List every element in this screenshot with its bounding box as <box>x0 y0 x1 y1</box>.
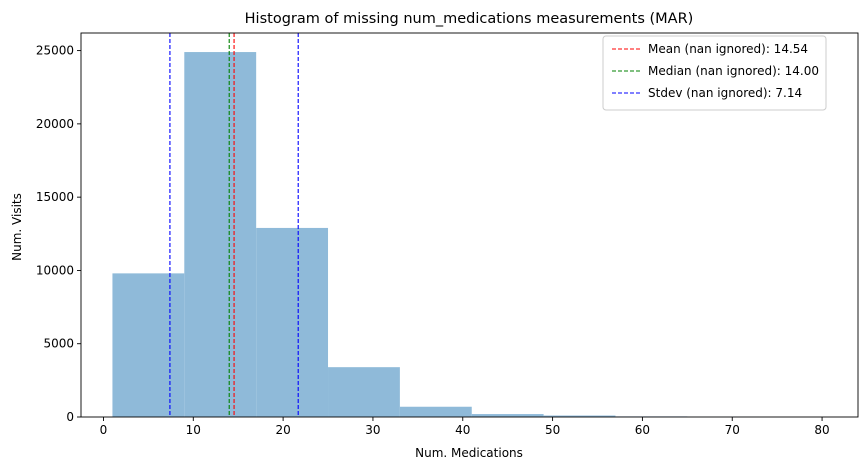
x-axis-ticks: 0 10 20 30 40 50 60 70 80 <box>100 417 830 437</box>
x-axis-label: Num. Medications <box>415 446 523 460</box>
reference-lines <box>169 33 299 417</box>
x-tick-label: 60 <box>635 423 650 437</box>
legend-label: Mean (nan ignored): 14.54 <box>648 42 808 56</box>
y-tick-label: 20000 <box>36 117 74 131</box>
x-tick-label: 80 <box>814 423 829 437</box>
histogram-bar-3 <box>256 227 329 417</box>
histogram-bar-1 <box>112 273 185 417</box>
x-tick-label: 70 <box>725 423 740 437</box>
x-tick-label: 0 <box>100 423 108 437</box>
histogram-bars <box>112 52 832 417</box>
x-tick-label: 30 <box>365 423 380 437</box>
y-tick-label: 25000 <box>36 44 74 58</box>
y-tick-label: 5000 <box>43 337 74 351</box>
legend: Mean (nan ignored): 14.54 Median (nan ign… <box>602 35 827 111</box>
legend-box <box>602 35 827 111</box>
histogram-bar-7 <box>543 415 616 417</box>
chart-title: Histogram of missing num_medications mea… <box>245 11 694 27</box>
x-tick-label: 50 <box>545 423 560 437</box>
histogram-bar-5 <box>399 406 472 417</box>
x-tick-label: 40 <box>455 423 470 437</box>
y-tick-label: 0 <box>66 410 74 424</box>
plot-frame <box>80 32 859 418</box>
histogram-bar-6 <box>471 414 544 417</box>
y-tick-label: 10000 <box>36 263 74 277</box>
legend-entries: Mean (nan ignored): 14.54 Median (nan ign… <box>612 42 819 100</box>
y-tick-label: 15000 <box>36 190 74 204</box>
histogram-bar-2 <box>184 52 257 417</box>
legend-label: Stdev (nan ignored): 7.14 <box>648 86 802 100</box>
y-axis-ticks: 0 5000 10000 15000 20000 25000 <box>36 44 81 424</box>
histogram-bar-4 <box>328 367 400 417</box>
legend-label: Median (nan ignored): 14.00 <box>648 64 819 78</box>
x-tick-label: 10 <box>186 423 201 437</box>
x-tick-label: 20 <box>275 423 290 437</box>
y-axis-label: Num. Visits <box>10 193 24 261</box>
